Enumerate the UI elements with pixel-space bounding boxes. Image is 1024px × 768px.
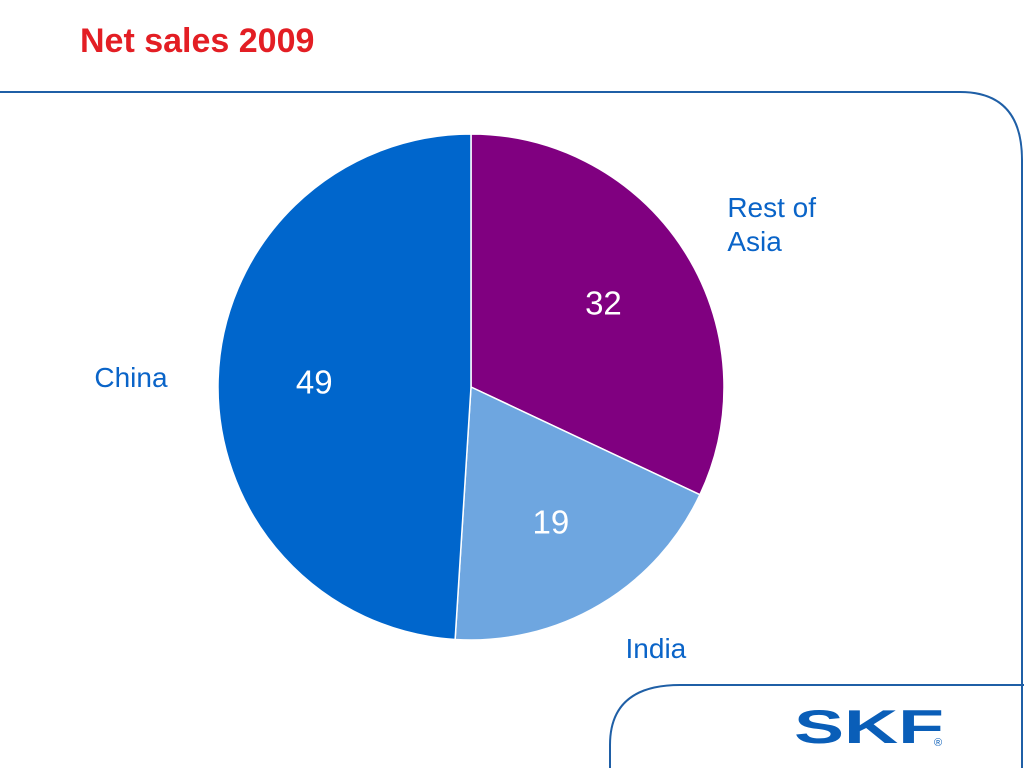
slice-category-label: Rest of Asia xyxy=(727,192,816,257)
slice-category-label-line: Rest of xyxy=(727,192,816,223)
pie-slice xyxy=(217,133,472,641)
slide-title: Net sales 2009 xyxy=(80,22,315,60)
slice-category-label-line: China xyxy=(94,362,168,393)
pie-slice xyxy=(454,385,701,641)
slice-category-label-line: India xyxy=(626,633,687,664)
bottom-frame-line xyxy=(609,684,1024,768)
pie-slice xyxy=(470,133,725,496)
slice-value-label: 49 xyxy=(296,364,333,401)
top-frame-line xyxy=(0,91,1023,768)
slice-category-label-line: Asia xyxy=(727,226,782,257)
slice-value-label: 32 xyxy=(585,284,622,321)
slice-value-label: 19 xyxy=(532,504,569,541)
slice-category-label: India xyxy=(626,633,687,664)
skf-logo-text: SKF xyxy=(794,702,944,752)
skf-logo: SKF ® xyxy=(794,702,944,752)
registered-mark: ® xyxy=(934,737,942,749)
slice-category-label: China xyxy=(94,362,168,393)
